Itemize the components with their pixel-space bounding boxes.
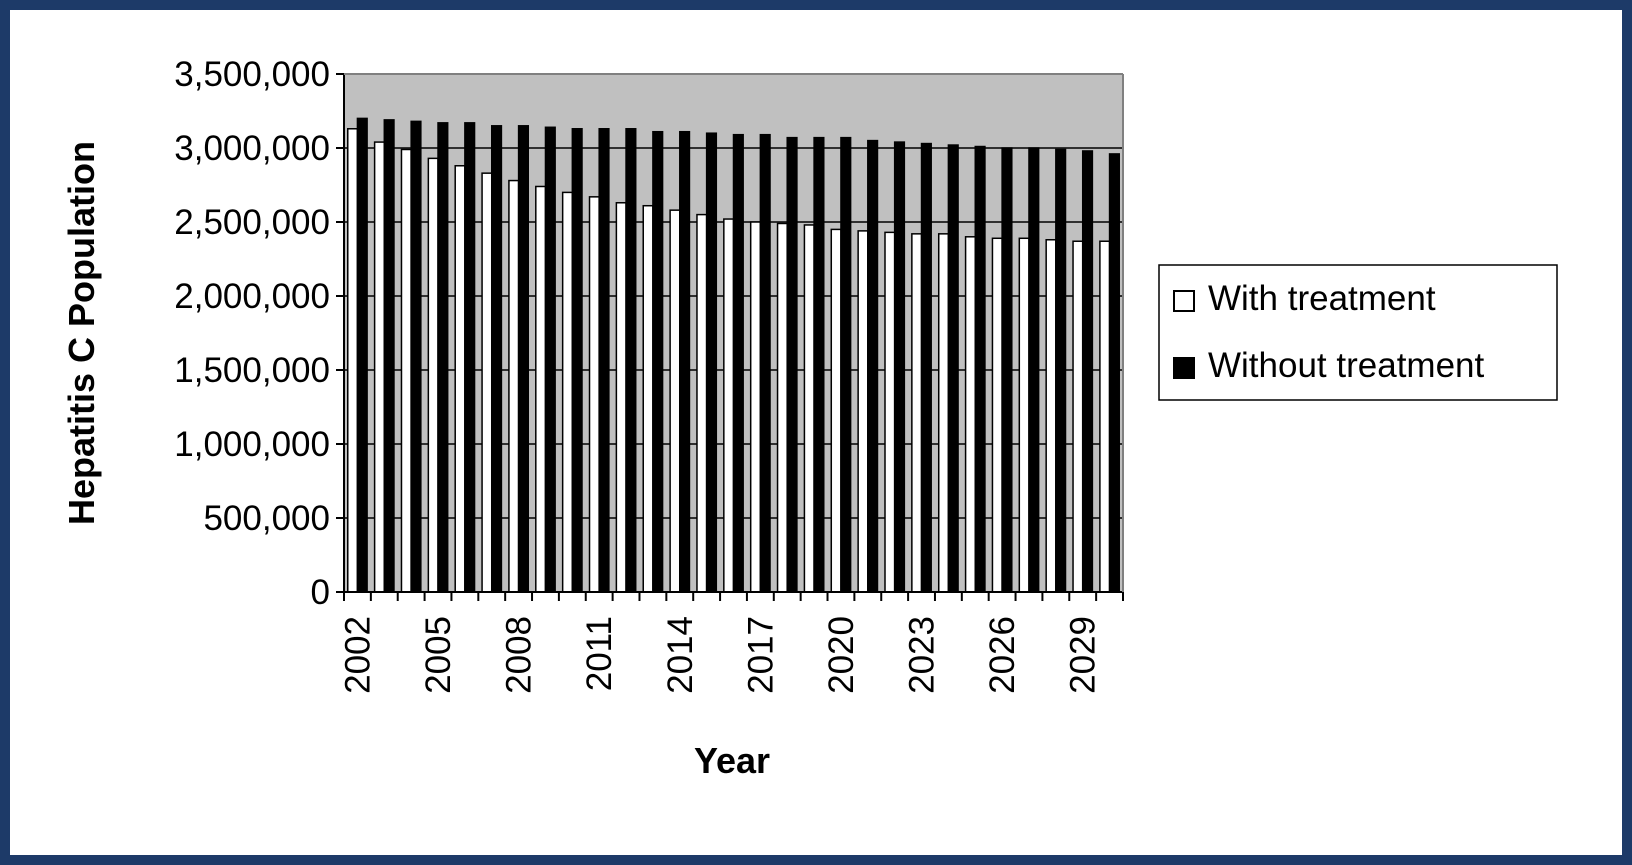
bar-without-treatment-2023 bbox=[920, 142, 932, 593]
bar-with-treatment-2005 bbox=[427, 157, 439, 593]
legend-box bbox=[1158, 264, 1558, 401]
bar-with-treatment-2027 bbox=[1018, 237, 1030, 593]
legend-label-with-treatment: With treatment bbox=[1208, 279, 1436, 318]
bar-with-treatment-2019 bbox=[803, 224, 815, 593]
x-tick-label: 2017 bbox=[741, 616, 780, 694]
bar-without-treatment-2009 bbox=[544, 126, 556, 593]
bar-without-treatment-2004 bbox=[410, 120, 422, 593]
bars bbox=[347, 117, 1120, 593]
x-tick-label: 2014 bbox=[661, 616, 700, 694]
y-tick-label: 0 bbox=[311, 573, 330, 612]
bar-with-treatment-2004 bbox=[400, 148, 412, 593]
bar-without-treatment-2029 bbox=[1081, 150, 1094, 593]
bar-without-treatment-2002 bbox=[356, 117, 368, 593]
y-axis-title: Hepatitis C Population bbox=[61, 141, 102, 525]
bar-with-treatment-2021 bbox=[857, 230, 869, 593]
bar-with-treatment-2023 bbox=[911, 233, 923, 593]
bar-without-treatment-2030 bbox=[1108, 153, 1120, 593]
y-tick-label: 1,500,000 bbox=[174, 351, 330, 390]
x-tick-label: 2005 bbox=[419, 616, 458, 694]
x-tick-label: 2002 bbox=[338, 616, 377, 694]
bar-with-treatment-2011 bbox=[588, 196, 600, 593]
bar-without-treatment-2018 bbox=[786, 136, 798, 593]
bar-without-treatment-2010 bbox=[571, 128, 583, 593]
bar-without-treatment-2008 bbox=[517, 125, 530, 593]
legend-swatch-without-treatment bbox=[1173, 357, 1195, 379]
bar-with-treatment-2009 bbox=[535, 185, 547, 593]
y-tick-label: 2,500,000 bbox=[174, 203, 330, 242]
x-tick-label: 2026 bbox=[983, 616, 1022, 694]
bar-without-treatment-2015 bbox=[705, 132, 718, 593]
bar-without-treatment-2019 bbox=[813, 136, 825, 593]
bar-with-treatment-2013 bbox=[642, 204, 654, 593]
bar-without-treatment-2025 bbox=[974, 145, 986, 593]
x-tick-label: 2011 bbox=[580, 616, 619, 691]
bar-without-treatment-2014 bbox=[679, 130, 691, 593]
legend-swatch-with-treatment bbox=[1173, 290, 1195, 312]
bar-with-treatment-2017 bbox=[749, 221, 762, 593]
bar-with-treatment-2020 bbox=[830, 228, 842, 593]
bar-without-treatment-2020 bbox=[840, 136, 852, 593]
bar-without-treatment-2026 bbox=[1001, 147, 1013, 593]
bar-with-treatment-2012 bbox=[615, 202, 627, 593]
y-tick-label: 500,000 bbox=[203, 499, 330, 538]
x-ticks: 2002 2005 2008 2011 2014 2017 2020 2023 2026 2029 bbox=[338, 592, 1124, 694]
y-tick-label: 3,000,000 bbox=[174, 129, 330, 168]
bar-without-treatment-2012 bbox=[625, 128, 637, 593]
bar-with-treatment-2028 bbox=[1045, 239, 1057, 593]
bar-with-treatment-2030 bbox=[1099, 240, 1111, 593]
bar-without-treatment-2017 bbox=[759, 133, 771, 593]
bar-without-treatment-2003 bbox=[383, 119, 395, 593]
bar-without-treatment-2021 bbox=[867, 139, 879, 593]
x-tick-label: 2029 bbox=[1064, 616, 1103, 694]
bar-with-treatment-2008 bbox=[508, 179, 520, 593]
legend-label-without-treatment: Without treatment bbox=[1208, 346, 1484, 385]
bar-without-treatment-2028 bbox=[1055, 148, 1067, 593]
bar-with-treatment-2006 bbox=[454, 165, 466, 593]
bar-with-treatment-2025 bbox=[964, 236, 977, 593]
bar-without-treatment-2005 bbox=[437, 122, 449, 593]
bar-with-treatment-2014 bbox=[669, 209, 681, 593]
y-tick-label: 1,000,000 bbox=[174, 425, 330, 464]
bar-without-treatment-2011 bbox=[598, 128, 610, 593]
bar-with-treatment-2002 bbox=[347, 128, 359, 593]
bar-without-treatment-2006 bbox=[464, 122, 476, 593]
x-tick-label: 2008 bbox=[500, 616, 539, 694]
bar-with-treatment-2024 bbox=[937, 233, 950, 593]
bar-without-treatment-2016 bbox=[732, 133, 744, 593]
bar-without-treatment-2022 bbox=[893, 141, 906, 593]
bar-with-treatment-2026 bbox=[991, 237, 1003, 593]
bar-without-treatment-2024 bbox=[947, 144, 959, 593]
bar-with-treatment-2029 bbox=[1072, 240, 1084, 593]
x-tick-label: 2020 bbox=[822, 616, 861, 694]
bar-with-treatment-2016 bbox=[723, 218, 735, 593]
bar-with-treatment-2007 bbox=[481, 172, 493, 593]
y-ticks: 0 500,000 1,000,000 1,500,000 2,000,000 2,500… bbox=[174, 55, 344, 612]
x-axis-title: Year bbox=[694, 740, 770, 781]
y-tick-label: 3,500,000 bbox=[174, 55, 330, 94]
chart-panel: 0 500,000 1,000,000 1,500,000 2,000,000 2,500… bbox=[10, 10, 1622, 855]
legend: With treatment Without treatment bbox=[1158, 264, 1558, 401]
bar-with-treatment-2015 bbox=[696, 213, 708, 593]
bar-with-treatment-2018 bbox=[776, 222, 788, 593]
chart-svg: 0 500,000 1,000,000 1,500,000 2,000,000 2,500… bbox=[61, 55, 1558, 781]
bar-without-treatment-2013 bbox=[652, 130, 664, 593]
y-tick-label: 2,000,000 bbox=[174, 277, 330, 316]
bar-without-treatment-2027 bbox=[1028, 147, 1040, 593]
x-tick-label: 2023 bbox=[903, 616, 942, 694]
bar-with-treatment-2003 bbox=[373, 141, 386, 593]
bar-with-treatment-2022 bbox=[884, 231, 896, 593]
bar-without-treatment-2007 bbox=[490, 125, 503, 593]
bar-with-treatment-2010 bbox=[561, 191, 574, 593]
